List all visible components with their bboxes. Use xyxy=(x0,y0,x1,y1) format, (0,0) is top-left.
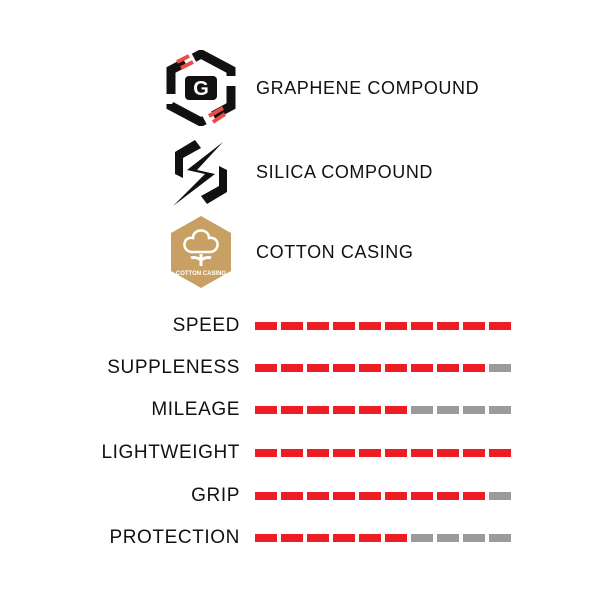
rating-segment-filled xyxy=(333,534,355,542)
rating-segment-filled xyxy=(255,364,277,372)
rating-label: PROTECTION xyxy=(109,527,240,548)
rating-segment-filled xyxy=(255,492,277,500)
rating-segment-filled xyxy=(437,449,459,457)
rating-segment-filled xyxy=(333,322,355,330)
rating-label: LIGHTWEIGHT xyxy=(101,442,240,463)
rating-row-grip: GRIP xyxy=(0,486,600,506)
rating-segment-filled xyxy=(385,406,407,414)
rating-segment-empty xyxy=(437,534,459,542)
rating-bar xyxy=(255,534,511,542)
rating-segment-filled xyxy=(411,364,433,372)
rating-segment-filled xyxy=(281,534,303,542)
rating-segment-filled xyxy=(385,449,407,457)
rating-segment-empty xyxy=(489,406,511,414)
rating-row-lightweight: LIGHTWEIGHT xyxy=(0,443,600,463)
rating-segment-filled xyxy=(255,449,277,457)
rating-segment-empty xyxy=(411,534,433,542)
rating-segment-filled xyxy=(437,492,459,500)
rating-segment-empty xyxy=(489,492,511,500)
rating-bar xyxy=(255,449,511,457)
rating-segment-filled xyxy=(359,406,381,414)
rating-segment-filled xyxy=(281,322,303,330)
rating-segment-filled xyxy=(359,449,381,457)
rating-segment-filled xyxy=(489,449,511,457)
rating-segment-filled xyxy=(411,449,433,457)
rating-segment-filled xyxy=(307,364,329,372)
rating-segment-filled xyxy=(359,492,381,500)
rating-segment-filled xyxy=(255,534,277,542)
rating-segment-filled xyxy=(333,449,355,457)
rating-segment-filled xyxy=(411,492,433,500)
rating-segment-filled xyxy=(489,322,511,330)
rating-segment-filled xyxy=(463,364,485,372)
silica-icon xyxy=(173,140,227,206)
rating-segment-filled xyxy=(281,406,303,414)
rating-segment-filled xyxy=(307,534,329,542)
rating-label: MILEAGE xyxy=(151,399,240,420)
rating-segment-filled xyxy=(281,364,303,372)
rating-bar xyxy=(255,406,511,414)
rating-segment-empty xyxy=(489,534,511,542)
feature-silica: SILICA COMPOUND xyxy=(165,134,433,210)
rating-bar xyxy=(255,322,511,330)
rating-segment-filled xyxy=(411,322,433,330)
feature-label: COTTON CASING xyxy=(256,241,414,262)
rating-segment-filled xyxy=(333,406,355,414)
rating-label: GRIP xyxy=(191,485,240,506)
rating-row-protection: PROTECTION xyxy=(0,528,600,548)
rating-segment-filled xyxy=(385,322,407,330)
rating-row-suppleness: SUPPLENESS xyxy=(0,358,600,378)
rating-segment-filled xyxy=(437,364,459,372)
rating-segment-filled xyxy=(385,364,407,372)
rating-segment-filled xyxy=(307,406,329,414)
rating-segment-empty xyxy=(463,406,485,414)
rating-segment-empty xyxy=(489,364,511,372)
cotton-casing-icon: COTTON CASING xyxy=(171,216,231,288)
rating-segment-filled xyxy=(307,492,329,500)
rating-segment-filled xyxy=(437,322,459,330)
rating-segment-filled xyxy=(463,322,485,330)
rating-segment-filled xyxy=(307,322,329,330)
rating-segment-empty xyxy=(437,406,459,414)
rating-label: SPEED xyxy=(172,315,240,336)
rating-segment-filled xyxy=(359,364,381,372)
rating-bar xyxy=(255,364,511,372)
rating-segment-empty xyxy=(411,406,433,414)
rating-segment-filled xyxy=(333,364,355,372)
rating-bar xyxy=(255,492,511,500)
rating-row-mileage: MILEAGE xyxy=(0,400,600,420)
feature-cotton: COTTON CASING COTTON CASING xyxy=(165,214,413,290)
rating-segment-filled xyxy=(463,449,485,457)
rating-segment-filled xyxy=(333,492,355,500)
svg-text:COTTON CASING: COTTON CASING xyxy=(176,271,227,277)
rating-segment-filled xyxy=(307,449,329,457)
rating-row-speed: SPEED xyxy=(0,316,600,336)
rating-label: SUPPLENESS xyxy=(107,357,240,378)
feature-label: GRAPHENE COMPOUND xyxy=(256,77,480,98)
rating-segment-filled xyxy=(385,492,407,500)
rating-segment-filled xyxy=(463,492,485,500)
feature-label: SILICA COMPOUND xyxy=(256,161,434,182)
svg-text:G: G xyxy=(193,78,209,100)
graphene-icon: G xyxy=(166,50,236,126)
rating-segment-filled xyxy=(359,534,381,542)
rating-segment-filled xyxy=(255,322,277,330)
rating-segment-empty xyxy=(463,534,485,542)
rating-segment-filled xyxy=(281,449,303,457)
rating-segment-filled xyxy=(359,322,381,330)
rating-segment-filled xyxy=(281,492,303,500)
rating-segment-filled xyxy=(385,534,407,542)
feature-graphene: G GRAPHENE COMPOUND xyxy=(165,50,479,126)
rating-segment-filled xyxy=(255,406,277,414)
